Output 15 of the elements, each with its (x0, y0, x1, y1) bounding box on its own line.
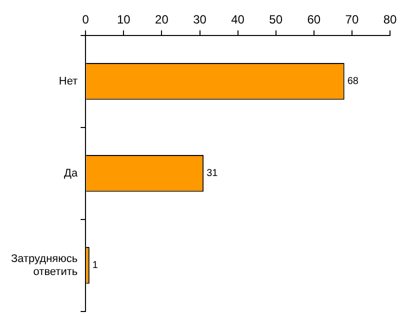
x-tick-label: 10 (116, 12, 131, 27)
x-tick-label: 20 (155, 12, 169, 27)
x-tick-label: 30 (193, 12, 207, 27)
x-tick-label: 0 (82, 12, 90, 27)
x-tick-label: 70 (345, 12, 359, 27)
y-tick-label: Затрудняюсь ответить (10, 252, 78, 278)
x-tick-label: 50 (269, 12, 283, 27)
y-tick-label: Да (64, 167, 78, 180)
y-tick-label: Нет (58, 75, 78, 88)
x-tick-label: 40 (231, 12, 245, 27)
data-label: 1 (92, 260, 98, 272)
data-label: 31 (206, 168, 218, 180)
x-tick-label: 80 (383, 12, 397, 27)
data-label: 68 (347, 76, 359, 88)
x-tick-label: 60 (307, 12, 321, 27)
